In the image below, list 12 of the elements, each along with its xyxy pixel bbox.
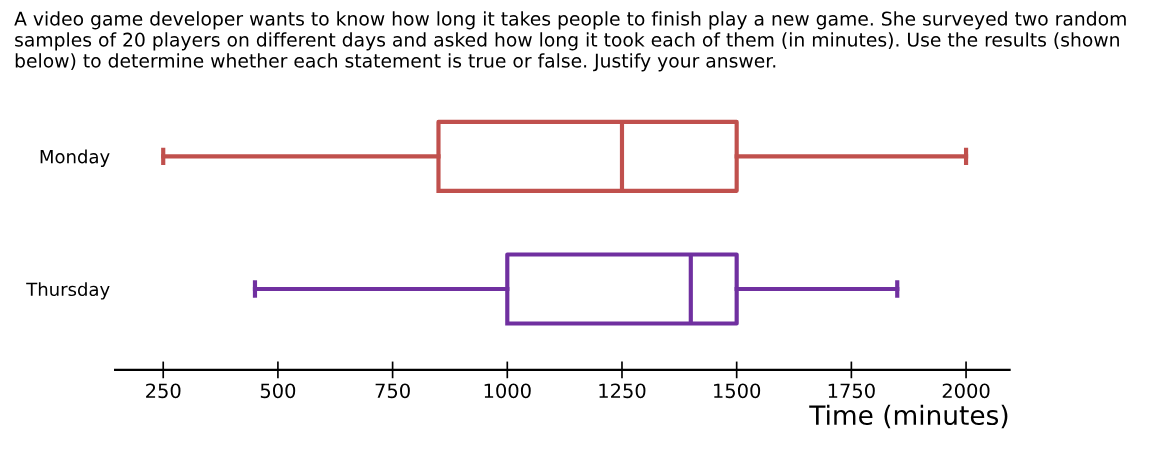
- y-tick-label: Monday: [40, 149, 110, 167]
- x-tick-label: 2000: [942, 383, 990, 399]
- x-tick-label: 500: [260, 383, 296, 399]
- x-tick-label: 750: [375, 383, 410, 399]
- x-tick-label: 1750: [828, 383, 875, 399]
- x-tick-label: 1000: [484, 383, 531, 399]
- chart-title: A video game developer wants to know how long it takes people to finish play a new game. She surveyed two random samples of 20 players on different days and asked how long it took each of them (in minutes). Use the results (shown below) to determine whether each statement is true or false. Justify your answer.: [14, 11, 1126, 72]
- y-tick-label: Thursday: [26, 282, 110, 300]
- x-tick-label: 1500: [714, 383, 761, 399]
- x-tick-label: 250: [146, 383, 181, 399]
- x-tick-label: 1250: [599, 383, 646, 399]
- x-axis-title: Time (minutes): [809, 404, 1008, 429]
